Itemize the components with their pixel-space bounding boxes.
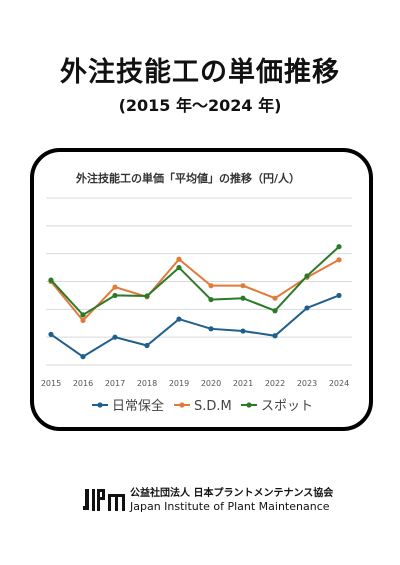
data-point xyxy=(272,308,278,314)
data-point xyxy=(272,333,278,339)
data-point xyxy=(304,305,310,311)
data-point xyxy=(304,273,310,279)
legend-marker xyxy=(179,402,185,408)
legend-label: スポット xyxy=(261,399,313,414)
series-line xyxy=(50,245,340,317)
data-point xyxy=(176,264,182,271)
data-point xyxy=(112,292,118,299)
series-line xyxy=(50,294,340,358)
org-name-english: Japan Institute of Plant Maintenance xyxy=(130,500,330,513)
data-point xyxy=(112,334,118,340)
x-tick-label: 2019 xyxy=(169,379,189,388)
data-point xyxy=(48,331,54,337)
data-point xyxy=(80,312,86,318)
data-point xyxy=(176,316,182,322)
chart-card: 外注技能工の単価「平均値」の推移（円/人） 2015 2016 2017 2018 20… xyxy=(30,148,373,431)
data-point xyxy=(208,326,214,332)
x-tick-label: 2017 xyxy=(105,379,125,388)
page-title: 外注技能工の単価推移 xyxy=(60,57,340,88)
data-point xyxy=(144,342,150,349)
legend-marker xyxy=(97,402,103,408)
legend-marker xyxy=(246,402,252,408)
data-point xyxy=(240,328,246,334)
data-point xyxy=(208,296,214,303)
legend-label: S.D.M xyxy=(194,399,232,414)
data-point xyxy=(112,284,118,290)
data-point xyxy=(272,295,278,301)
x-tick-label: 2022 xyxy=(265,379,285,388)
x-tick-label: 2024 xyxy=(329,379,349,388)
x-tick-label: 2016 xyxy=(73,379,93,388)
data-point xyxy=(176,256,182,262)
data-point xyxy=(240,295,246,301)
chart-title: 外注技能工の単価「平均値」の推移（円/人） xyxy=(75,171,300,185)
legend-label: 日常保全 xyxy=(112,398,164,414)
x-tick-label: 2018 xyxy=(137,379,157,388)
data-point xyxy=(144,293,150,299)
x-tick-label: 2023 xyxy=(297,379,317,388)
data-point xyxy=(80,317,86,324)
data-point xyxy=(48,277,54,283)
data-point xyxy=(208,283,214,289)
data-point xyxy=(336,257,342,263)
line-chart: 外注技能工の単価「平均値」の推移（円/人） 2015 2016 2017 2018 20… xyxy=(41,171,352,414)
page-subtitle: (2015 年～2024 年) xyxy=(118,96,282,115)
x-tick-label: 2021 xyxy=(233,379,253,388)
x-tick-label: 2020 xyxy=(201,379,221,388)
data-point xyxy=(80,354,86,360)
data-point xyxy=(336,244,342,250)
data-point xyxy=(240,283,246,289)
jipm-logo xyxy=(83,489,125,511)
data-point xyxy=(336,292,342,299)
org-name-japanese: 公益社団法人 日本プラントメンテナンス協会 xyxy=(130,488,334,499)
x-tick-label: 2015 xyxy=(41,379,61,388)
series-line xyxy=(50,257,340,322)
